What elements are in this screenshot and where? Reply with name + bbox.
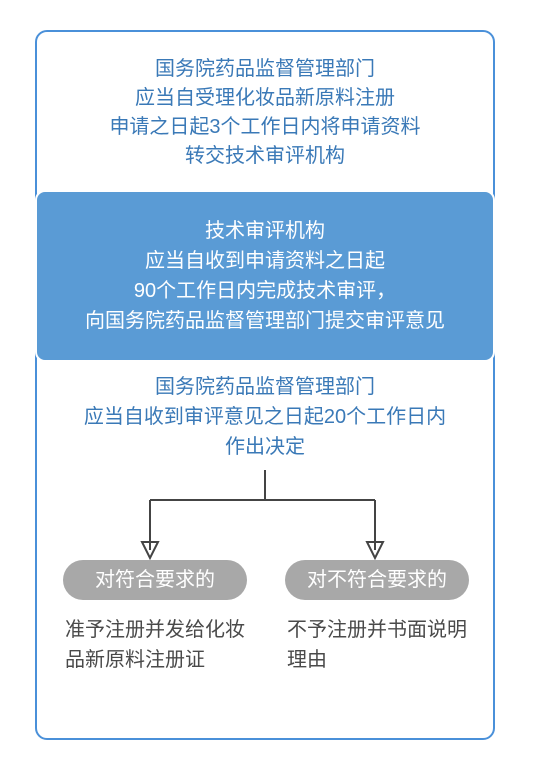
branch-left-desc: 准予注册并发给化妆品新原料注册证 [65,615,245,675]
branch-right-desc: 不予注册并书面说明理由 [287,615,467,675]
step-2-line3: 90个工作日内完成技术审评， [134,280,396,302]
branch-right-label-text: 对不符合要求的 [307,569,447,591]
step-2-line4: 向国务院药品监督管理部门提交审评意见 [85,310,445,332]
step-3-line3: 作出决定 [225,436,305,458]
step-2-line1: 技术审评机构 [205,220,325,242]
step-3-line1: 国务院药品监督管理部门 [155,376,375,398]
step-1-line3: 申请之日起3个工作日内将申请资料 [109,116,420,138]
step-1-line2: 应当自受理化妆品新原料注册 [135,87,395,109]
step-3-line2: 应当自收到审评意见之日起20个工作日内 [84,406,446,428]
step-2-line2: 应当自收到申请资料之日起 [145,250,385,272]
branch-left-label-text: 对符合要求的 [95,569,215,591]
step-1-line4: 转交技术审评机构 [185,145,345,167]
step-1-text: 国务院药品监督管理部门 应当自受理化妆品新原料注册 申请之日起3个工作日内将申请… [35,55,495,171]
branch-right-label: 对不符合要求的 [285,560,469,600]
step-1-line1: 国务院药品监督管理部门 [155,58,375,80]
branch-left-label: 对符合要求的 [63,560,247,600]
step-3-text: 国务院药品监督管理部门 应当自收到审评意见之日起20个工作日内 作出决定 [35,372,495,462]
step-2-box: 技术审评机构 应当自收到申请资料之日起 90个工作日内完成技术审评， 向国务院药… [35,190,495,362]
